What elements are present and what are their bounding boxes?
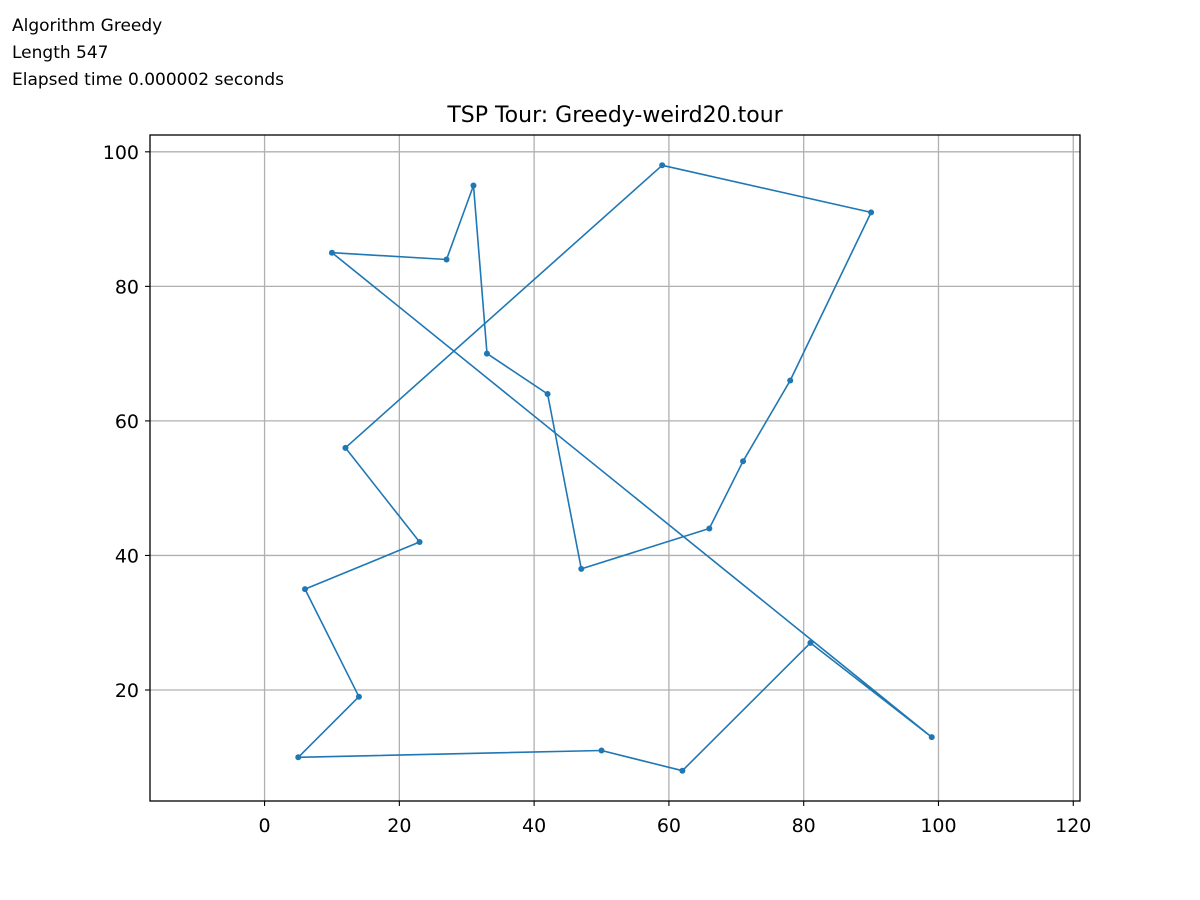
city-point (868, 209, 875, 216)
x-tick-label: 80 (792, 815, 816, 837)
y-tick-label: 100 (103, 142, 139, 164)
city-point (928, 734, 935, 741)
city-point (578, 565, 585, 572)
grid-lines (150, 135, 1080, 801)
city-point (295, 754, 302, 761)
x-tick-label: 60 (657, 815, 681, 837)
tour-length-label: Length 547 (12, 43, 109, 63)
city-point (443, 256, 450, 263)
city-point (679, 767, 686, 774)
axis-ticks: 0 20 40 60 80 100 120 20 40 60 80 100 (103, 142, 1092, 837)
city-point (740, 458, 747, 465)
chart-title: TSP Tour: Greedy-weird20.tour (446, 103, 783, 128)
city-point (787, 377, 794, 384)
city-point (598, 747, 605, 754)
x-tick-label: 120 (1055, 815, 1091, 837)
city-point (328, 249, 335, 256)
city-points-layer (295, 162, 935, 774)
y-tick-label: 40 (115, 545, 139, 567)
plot-frame (149, 134, 1081, 802)
city-point (302, 586, 308, 593)
x-tick-label: 40 (522, 815, 546, 837)
city-point (807, 639, 814, 646)
algorithm-label: Algorithm Greedy (12, 16, 163, 36)
x-tick-label: 0 (259, 815, 271, 837)
tour-path (297, 164, 933, 772)
x-tick-label: 20 (387, 815, 411, 837)
city-point (416, 539, 423, 545)
y-tick-label: 80 (115, 276, 139, 298)
city-point (706, 525, 713, 532)
city-point (355, 693, 362, 700)
y-tick-label: 60 (115, 411, 139, 433)
x-tick-label: 100 (920, 815, 956, 837)
elapsed-time-label: Elapsed time 0.000002 seconds (12, 70, 284, 90)
city-point (544, 391, 551, 397)
city-point (342, 444, 349, 451)
tour-path-layer (297, 164, 933, 772)
y-tick-label: 20 (115, 680, 139, 702)
city-point (659, 162, 666, 169)
city-point (483, 350, 490, 357)
city-point (470, 182, 477, 189)
